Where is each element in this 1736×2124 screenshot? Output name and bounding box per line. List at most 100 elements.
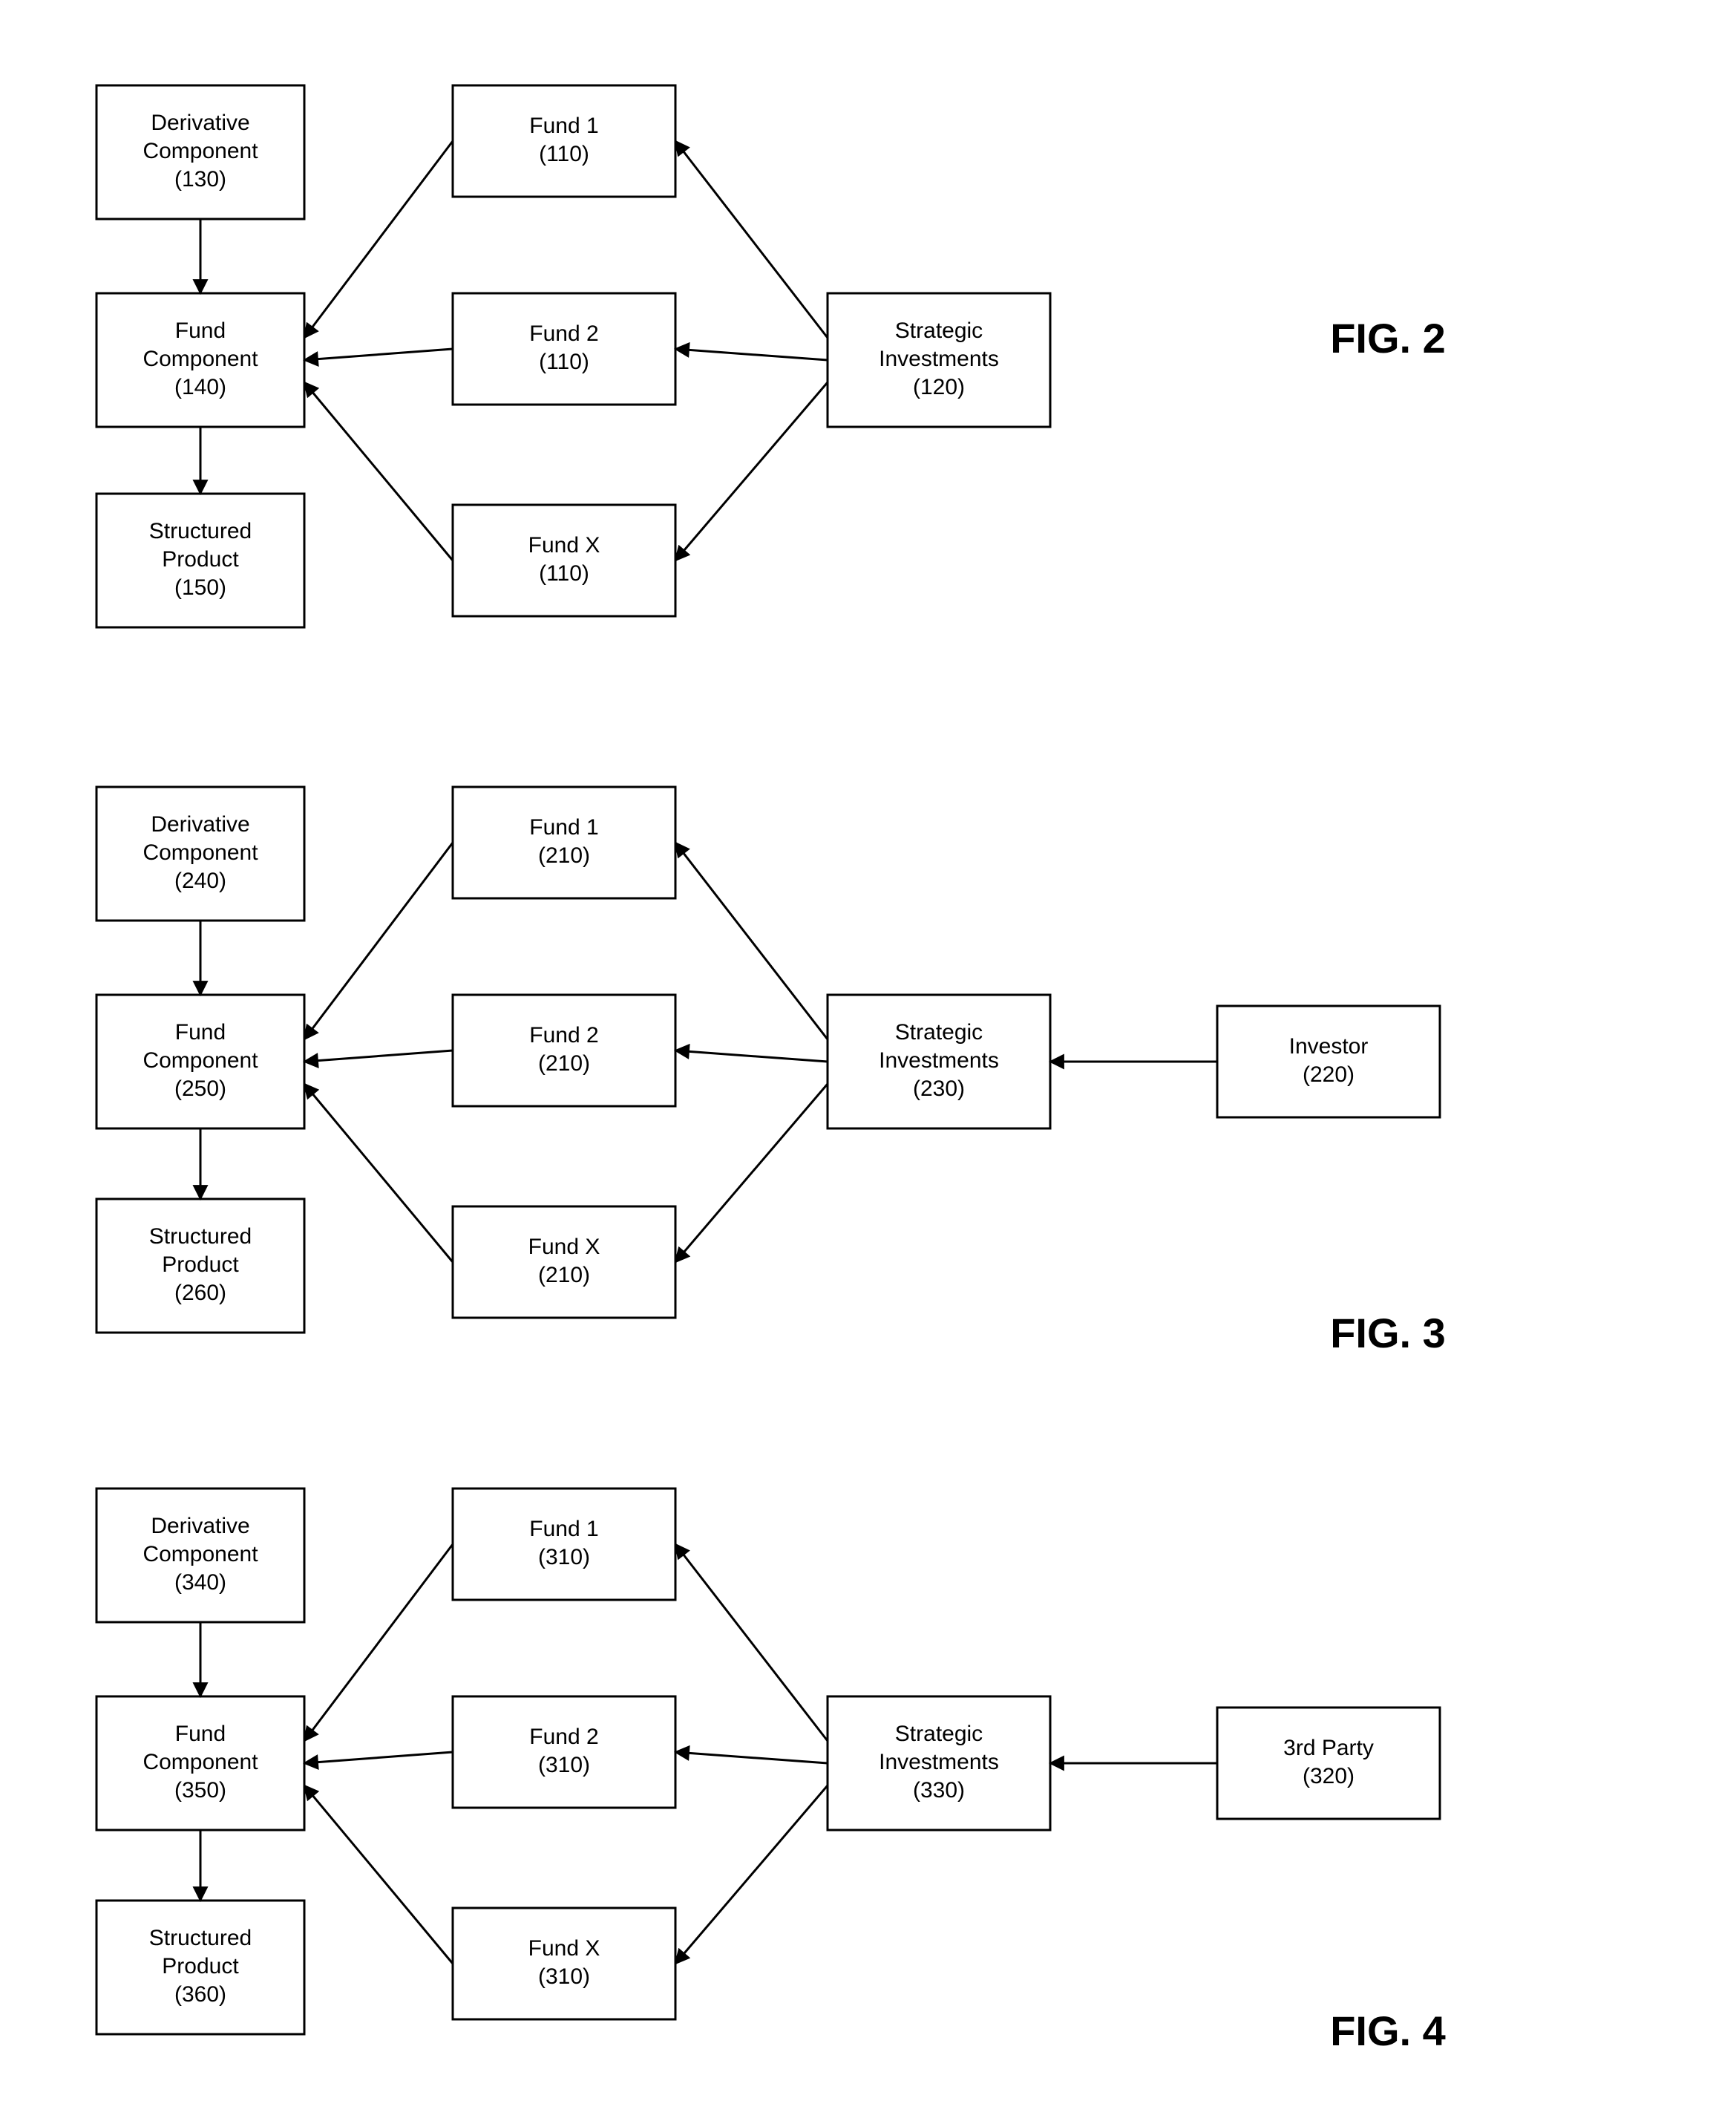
node-label-line: Structured bbox=[149, 519, 252, 543]
node-f2_fundc: Fund Component (140) bbox=[96, 293, 304, 427]
node-f4_fund1: Fund 1 (310) bbox=[453, 1489, 675, 1600]
node-label-line: (110) bbox=[539, 561, 589, 586]
node-label-line: (250) bbox=[174, 1076, 226, 1101]
node-f2_struct: Structured Product (150) bbox=[96, 494, 304, 627]
node-f2_fund1: Fund 1 (110) bbox=[453, 85, 675, 197]
edge-f4_fund1-to-f4_fundc bbox=[304, 1544, 453, 1741]
node-label-line: (360) bbox=[174, 1982, 226, 2007]
node-label-line: (210) bbox=[538, 843, 590, 868]
node-label-line: Strategic bbox=[895, 1020, 983, 1045]
node-label-line: Fund bbox=[175, 1722, 226, 1746]
edge-f2_strat-to-f2_fundx bbox=[675, 382, 828, 561]
node-label-line: Fund 2 bbox=[529, 1023, 598, 1048]
node-f4_3p: 3rd Party (320) bbox=[1217, 1708, 1440, 1819]
node-label-line: (210) bbox=[538, 1263, 590, 1287]
node-label-line: (110) bbox=[539, 350, 589, 374]
node-f3_fundc: Fund Component (250) bbox=[96, 995, 304, 1128]
node-label-line: (140) bbox=[174, 375, 226, 399]
node-label-line: Structured bbox=[149, 1224, 252, 1249]
node-f3_struct: Structured Product (260) bbox=[96, 1199, 304, 1333]
edge-f3_fundx-to-f3_fundc bbox=[304, 1084, 453, 1262]
edge-f3_fund2-to-f3_fundc bbox=[304, 1050, 453, 1062]
node-label-line: Component bbox=[143, 347, 258, 371]
node-f3_fundx: Fund X (210) bbox=[453, 1206, 675, 1318]
node-label-line: Fund 1 bbox=[529, 114, 598, 138]
node-label-line: Structured bbox=[149, 1926, 252, 1950]
node-label-line: (310) bbox=[538, 1753, 590, 1777]
node-label-line: Strategic bbox=[895, 1722, 983, 1746]
node-label-line: (350) bbox=[174, 1778, 226, 1803]
node-label-line: Investor bbox=[1289, 1034, 1369, 1059]
node-label-line: Component bbox=[143, 1542, 258, 1566]
edge-f2_fund2-to-f2_fundc bbox=[304, 349, 453, 360]
node-label-line: Fund X bbox=[528, 533, 600, 558]
node-label-line: (240) bbox=[174, 869, 226, 893]
node-label-line: Fund bbox=[175, 1020, 226, 1045]
node-label-line: 3rd Party bbox=[1283, 1736, 1374, 1760]
diagram-canvas: DerivativeComponent(130)FundComponent(14… bbox=[0, 0, 1736, 2124]
node-label-line: Fund 2 bbox=[529, 1725, 598, 1749]
node-f4_struct: Structured Product (360) bbox=[96, 1901, 304, 2034]
node-f2_fundx: Fund X (110) bbox=[453, 505, 675, 616]
node-label-line: (340) bbox=[174, 1570, 226, 1595]
node-label-line: (310) bbox=[538, 1545, 590, 1569]
node-label-line: Fund X bbox=[528, 1936, 600, 1961]
node-label-line: Derivative bbox=[151, 111, 249, 135]
node-f4_deriv: Derivative Component (340) bbox=[96, 1489, 304, 1622]
node-label-line: Component bbox=[143, 1048, 258, 1073]
node-label-line: Fund 1 bbox=[529, 1517, 598, 1541]
node-f3_inv: Investor(220) bbox=[1217, 1006, 1440, 1117]
node-label-line: Fund 1 bbox=[529, 815, 598, 840]
node-f4_fundx: Fund X (310) bbox=[453, 1908, 675, 2019]
edge-f3_strat-to-f3_fundx bbox=[675, 1084, 828, 1262]
node-f3_fund1: Fund 1 (210) bbox=[453, 787, 675, 898]
edge-f2_fundx-to-f2_fundc bbox=[304, 382, 453, 561]
node-f2_deriv: DerivativeComponent(130) bbox=[96, 85, 304, 219]
node-label-line: Derivative bbox=[151, 1514, 249, 1538]
node-label-line: Component bbox=[143, 139, 258, 163]
node-label-line: (120) bbox=[913, 375, 965, 399]
node-f2_strat: Strategic Investments (120) bbox=[828, 293, 1050, 427]
node-label-line: Product bbox=[162, 547, 239, 572]
edge-f2_strat-to-f2_fund1 bbox=[675, 141, 828, 338]
node-label-line: (230) bbox=[913, 1076, 965, 1101]
edge-f4_strat-to-f4_fund2 bbox=[675, 1752, 828, 1763]
node-f4_fund2: Fund 2 (310) bbox=[453, 1696, 675, 1808]
figure-label-fig3: FIG. 3 bbox=[1330, 1310, 1446, 1356]
node-label-line: Investments bbox=[879, 1750, 999, 1774]
node-f4_strat: Strategic Investments (330) bbox=[828, 1696, 1050, 1830]
node-f3_fund2: Fund 2 (210) bbox=[453, 995, 675, 1106]
node-f2_fund2: Fund 2 (110) bbox=[453, 293, 675, 405]
node-label-line: Investments bbox=[879, 347, 999, 371]
node-label-line: Fund X bbox=[528, 1235, 600, 1259]
node-label-line: Investments bbox=[879, 1048, 999, 1073]
node-f3_deriv: Derivative Component (240) bbox=[96, 787, 304, 921]
node-label-line: Strategic bbox=[895, 318, 983, 343]
edge-f4_strat-to-f4_fundx bbox=[675, 1785, 828, 1964]
node-f3_strat: Strategic Investments (230) bbox=[828, 995, 1050, 1128]
edge-f2_fund1-to-f2_fundc bbox=[304, 141, 453, 338]
node-label-line: (330) bbox=[913, 1778, 965, 1803]
node-label-line: Fund bbox=[175, 318, 226, 343]
node-label-line: Product bbox=[162, 1252, 239, 1277]
edge-f4_fund2-to-f4_fundc bbox=[304, 1752, 453, 1763]
node-label-line: (210) bbox=[538, 1051, 590, 1076]
edge-f4_fundx-to-f4_fundc bbox=[304, 1785, 453, 1964]
figure-label-fig4: FIG. 4 bbox=[1330, 2007, 1446, 2054]
node-label-line: Component bbox=[143, 1750, 258, 1774]
node-label-line: (150) bbox=[174, 575, 226, 600]
edge-f2_strat-to-f2_fund2 bbox=[675, 349, 828, 360]
node-label-line: (110) bbox=[539, 142, 589, 166]
node-label-line: (320) bbox=[1303, 1764, 1355, 1788]
edge-f3_fund1-to-f3_fundc bbox=[304, 843, 453, 1039]
node-f4_fundc: Fund Component (350) bbox=[96, 1696, 304, 1830]
node-label-line: Product bbox=[162, 1954, 239, 1978]
edge-f3_strat-to-f3_fund1 bbox=[675, 843, 828, 1039]
node-label-line: Component bbox=[143, 840, 258, 865]
node-label-line: Fund 2 bbox=[529, 321, 598, 346]
node-label-line: (310) bbox=[538, 1964, 590, 1989]
node-label-line: (260) bbox=[174, 1281, 226, 1305]
node-label-line: Derivative bbox=[151, 812, 249, 837]
edge-f3_strat-to-f3_fund2 bbox=[675, 1050, 828, 1062]
edge-f4_strat-to-f4_fund1 bbox=[675, 1544, 828, 1741]
